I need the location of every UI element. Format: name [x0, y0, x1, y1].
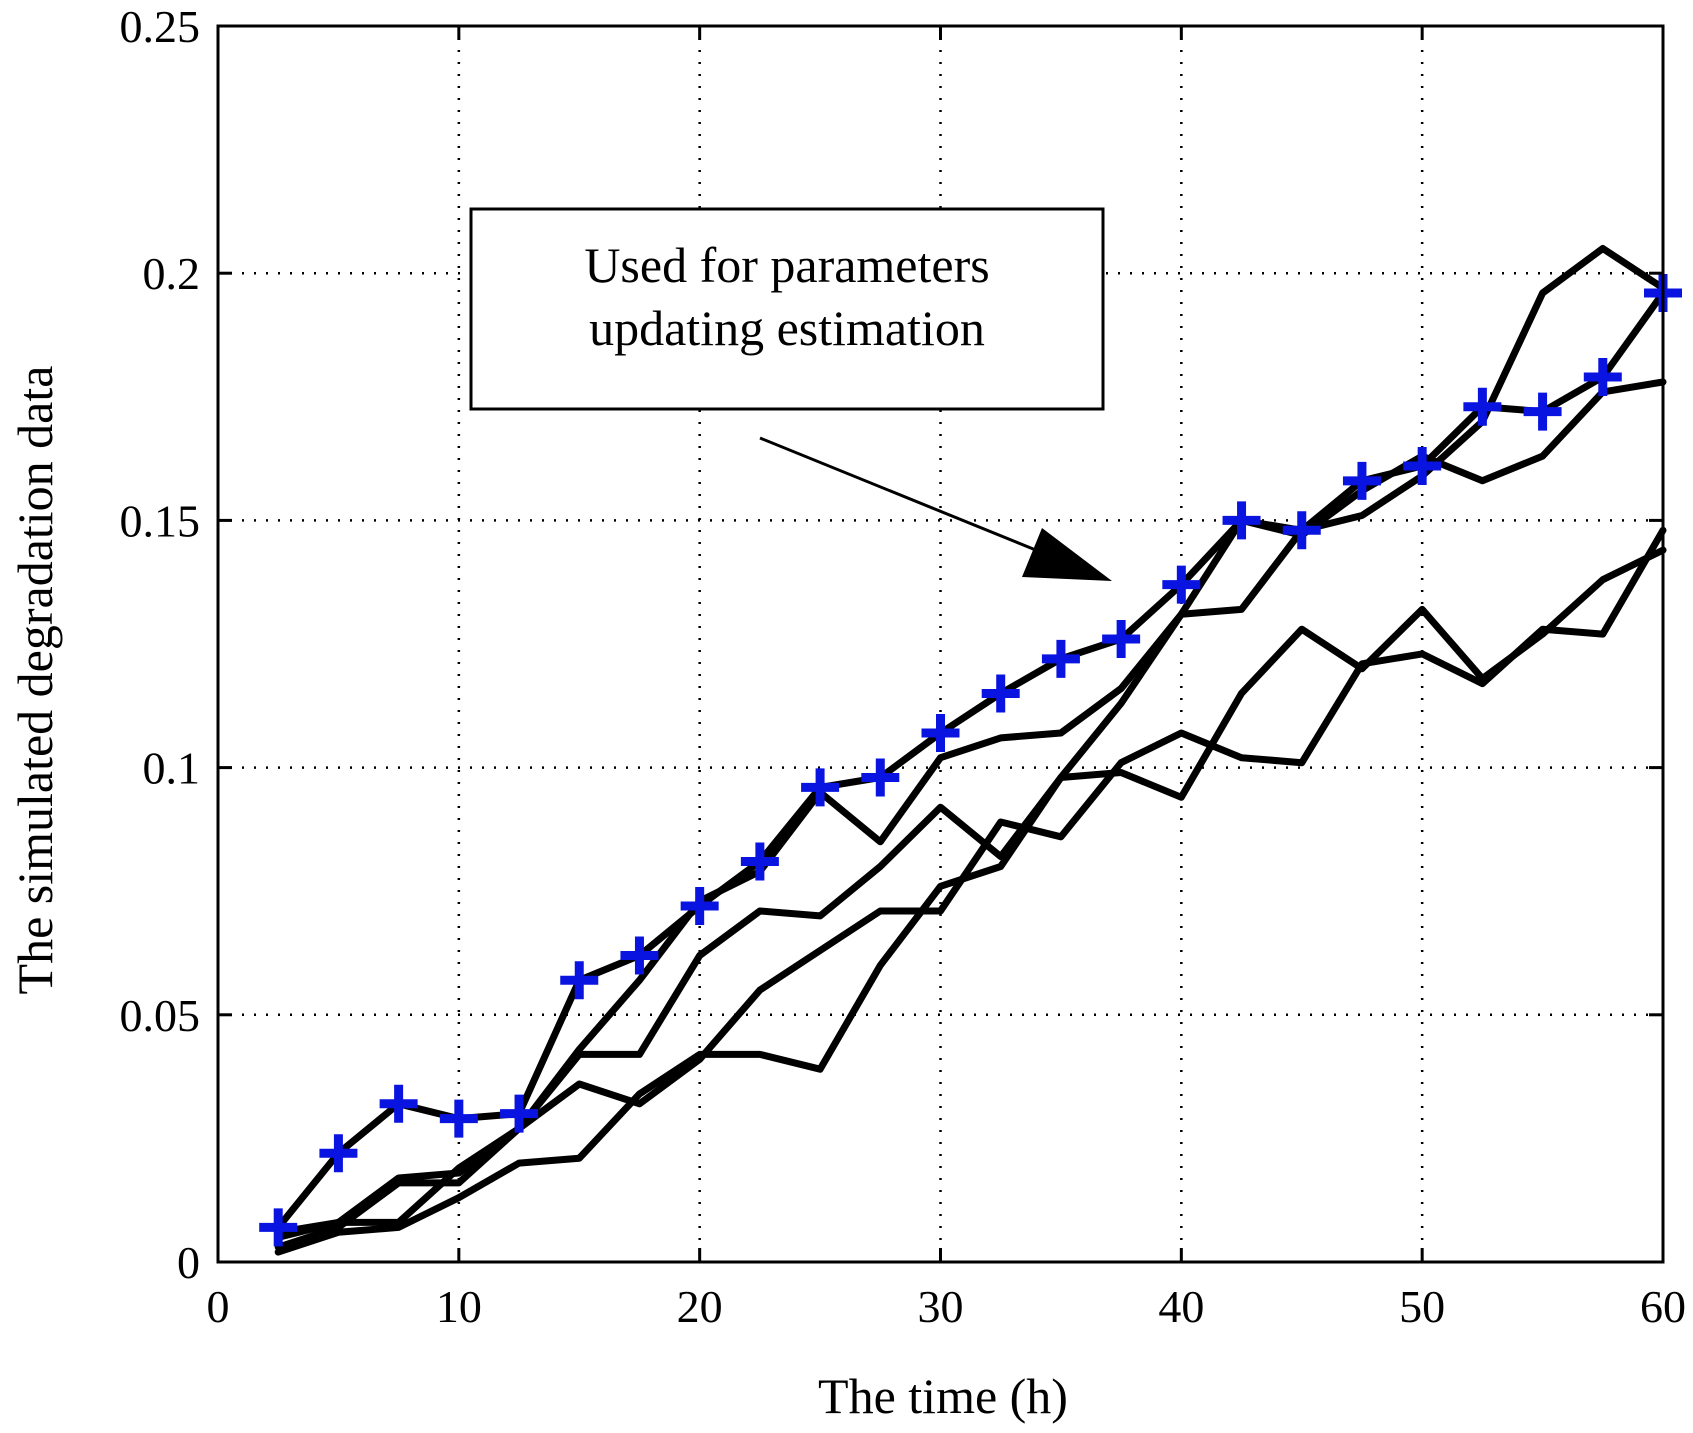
plus-marker — [1102, 620, 1141, 659]
plus-marker — [379, 1084, 418, 1123]
plus-marker — [1403, 447, 1442, 486]
y-axis-label: The simulated degradation data — [7, 366, 63, 995]
x-tick-label: 20 — [677, 1281, 723, 1332]
x-tick-label: 50 — [1399, 1281, 1445, 1332]
plus-marker — [439, 1099, 478, 1138]
y-tick-label: 0 — [177, 1237, 200, 1288]
plus-marker — [1222, 501, 1261, 540]
plus-marker — [620, 936, 659, 975]
plus-marker — [921, 713, 960, 752]
annotation: Used for parameters updating estimation — [469, 207, 1112, 581]
x-tick-label: 60 — [1640, 1281, 1686, 1332]
plus-marker — [1041, 639, 1080, 678]
plus-marker — [560, 961, 599, 1000]
x-tick-label: 10 — [436, 1281, 482, 1332]
plus-marker — [500, 1094, 539, 1133]
axis-ticks: 0 10 20 30 40 50 60 0 0.05 0.1 0.15 0.2 0.25 — [120, 1, 1687, 1332]
annotation-line-2: updating estimation — [589, 300, 985, 356]
x-axis-label: The time (h) — [818, 1368, 1068, 1424]
plus-marker — [1523, 392, 1562, 431]
annotation-box — [469, 207, 1105, 411]
plus-marker — [1342, 461, 1381, 500]
plus-marker — [740, 842, 779, 881]
annotation-arrowhead — [1022, 528, 1112, 581]
y-tick-label: 0.15 — [120, 495, 201, 546]
plus-marker — [801, 768, 840, 807]
x-tick-label: 0 — [207, 1281, 230, 1332]
marker-group — [259, 273, 1682, 1247]
plus-marker — [1162, 565, 1201, 604]
y-tick-label: 0.05 — [120, 990, 201, 1041]
y-tick-label: 0.25 — [120, 1, 201, 52]
x-tick-label: 30 — [918, 1281, 964, 1332]
y-tick-label: 0.2 — [143, 248, 201, 299]
plus-marker — [319, 1134, 358, 1173]
series-line-5 — [274, 546, 1667, 1256]
plus-marker — [1282, 511, 1321, 550]
plus-marker — [1583, 358, 1622, 397]
series-line-4 — [274, 526, 1667, 1251]
plus-marker — [259, 1208, 298, 1247]
plus-marker — [1463, 387, 1502, 426]
annotation-line-1: Used for parameters — [584, 237, 989, 293]
plus-marker — [981, 674, 1020, 713]
y-tick-label: 0.1 — [143, 743, 201, 794]
annotation-arrow-shaft — [759, 436, 1081, 570]
plus-marker — [680, 887, 719, 926]
plus-marker — [861, 758, 900, 797]
x-tick-label: 40 — [1158, 1281, 1204, 1332]
